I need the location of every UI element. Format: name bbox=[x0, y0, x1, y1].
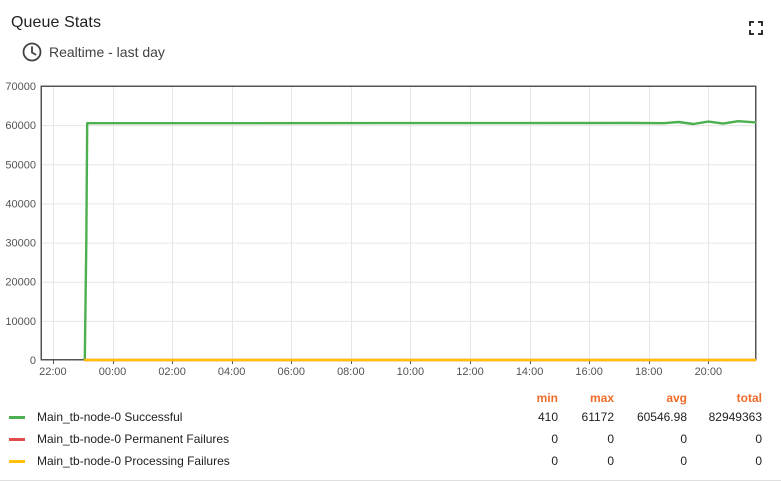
x-tick-label: 10:00 bbox=[397, 366, 425, 378]
y-tick-label: 50000 bbox=[5, 159, 36, 171]
x-tick-label: 06:00 bbox=[277, 366, 305, 378]
timewindow-label: Realtime - last day bbox=[49, 44, 165, 60]
y-tick-label: 40000 bbox=[5, 198, 36, 210]
clock-icon bbox=[22, 42, 42, 62]
legend-avg: 0 bbox=[680, 454, 687, 468]
series-line-successful bbox=[83, 120, 757, 361]
y-tick-label: 20000 bbox=[5, 277, 36, 289]
legend-row-processing-failures[interactable]: Main_tb-node-0 Processing Failures 0 0 0… bbox=[0, 451, 781, 473]
widget-title: Queue Stats bbox=[11, 14, 102, 31]
legend-avg: 0 bbox=[680, 432, 687, 446]
x-tick-label: 16:00 bbox=[575, 366, 603, 378]
legend-max: 0 bbox=[607, 432, 614, 446]
y-tick-label: 60000 bbox=[5, 120, 36, 132]
legend-total: 82949363 bbox=[708, 410, 762, 424]
legend-label: Main_tb-node-0 Processing Failures bbox=[37, 454, 230, 468]
plot-frame bbox=[41, 86, 756, 360]
legend-swatch bbox=[9, 460, 25, 463]
legend-row-permanent-failures[interactable]: Main_tb-node-0 Permanent Failures 0 0 0 … bbox=[0, 429, 781, 451]
legend-min: 0 bbox=[551, 432, 558, 446]
y-tick-label: 30000 bbox=[5, 238, 36, 250]
legend-swatch bbox=[9, 438, 25, 441]
legend-min: 0 bbox=[551, 454, 558, 468]
y-tick-label: 0 bbox=[30, 355, 36, 367]
plot-border bbox=[40, 85, 757, 361]
legend-avg: 60546.98 bbox=[636, 410, 687, 424]
x-tick-label: 18:00 bbox=[635, 366, 663, 378]
x-tick-label: 20:00 bbox=[695, 366, 723, 378]
x-tick-label: 04:00 bbox=[218, 366, 246, 378]
y-tick-label: 10000 bbox=[5, 316, 36, 328]
y-tick-label: 70000 bbox=[5, 81, 36, 93]
legend-max: 61172 bbox=[581, 410, 614, 424]
timewindow-selector[interactable]: Realtime - last day bbox=[22, 41, 165, 63]
legend-header-min: min bbox=[536, 391, 558, 405]
x-tick-label: 00:00 bbox=[99, 366, 127, 378]
legend-min: 410 bbox=[537, 410, 558, 424]
line-chart[interactable]: 0 10000 20000 30000 40000 50000 60000 70000 22:0… bbox=[0, 0, 781, 385]
legend-header-max: max bbox=[589, 391, 614, 405]
bottom-divider bbox=[0, 480, 781, 481]
legend-row-successful[interactable]: Main_tb-node-0 Successful 410 61172 6054… bbox=[0, 407, 781, 429]
legend-header-avg: avg bbox=[666, 391, 687, 405]
legend-label: Main_tb-node-0 Successful bbox=[37, 410, 183, 424]
x-tick-label: 08:00 bbox=[337, 366, 365, 378]
legend-label: Main_tb-node-0 Permanent Failures bbox=[37, 432, 230, 446]
legend-swatch bbox=[9, 416, 25, 419]
x-tick-label: 22:00 bbox=[39, 366, 67, 378]
legend-total: 0 bbox=[755, 454, 762, 468]
x-tick-label: 12:00 bbox=[456, 366, 484, 378]
fullscreen-icon[interactable] bbox=[748, 20, 764, 36]
legend-header-total: total bbox=[736, 391, 762, 405]
legend-max: 0 bbox=[607, 454, 614, 468]
legend-total: 0 bbox=[755, 432, 762, 446]
x-tick-label: 14:00 bbox=[516, 366, 544, 378]
x-tick-label: 02:00 bbox=[158, 366, 186, 378]
